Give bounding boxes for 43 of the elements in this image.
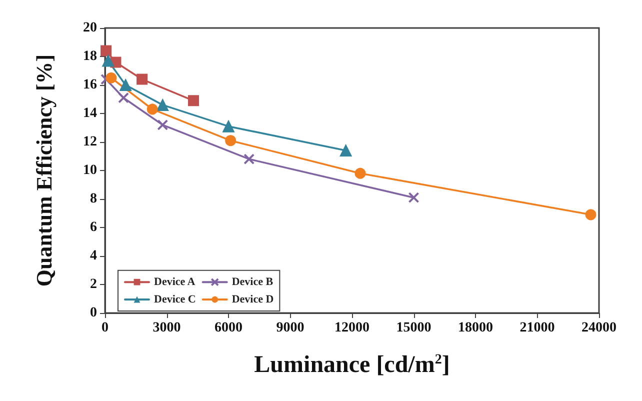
y-tick-label: 0 [90, 306, 97, 320]
x-tick-label: 6000 [214, 320, 242, 336]
point [100, 45, 112, 56]
point [188, 95, 200, 106]
y-tick-label: 4 [90, 248, 97, 264]
x-tick-label: 21000 [520, 320, 555, 336]
point [120, 79, 132, 91]
point [408, 192, 420, 204]
y-tick-label: 8 [90, 192, 97, 206]
legend-label: Device A [154, 276, 196, 288]
legend-label: Device D [232, 294, 274, 306]
point [106, 72, 117, 84]
x-tick-label: 9000 [276, 320, 304, 336]
y-tick-label: 14 [83, 106, 97, 121]
point [340, 144, 352, 157]
point [102, 54, 114, 67]
y-tick-label: 2 [90, 277, 97, 292]
x-tick-label: 12000 [334, 320, 370, 336]
point [156, 98, 169, 111]
legend-label: Device C [154, 294, 196, 306]
point [225, 135, 236, 146]
y-tick-label: 6 [90, 220, 97, 235]
point [222, 120, 234, 132]
legend-label: Device B [232, 276, 274, 288]
x-tick-label: 0 [102, 320, 108, 336]
point [100, 74, 112, 85]
point [157, 119, 168, 130]
y-tick-label: 10 [83, 163, 97, 178]
point [244, 154, 255, 165]
y-tick-label: 20 [83, 20, 97, 36]
point [136, 74, 148, 85]
point [146, 104, 158, 115]
y-tick-label: 18 [83, 49, 97, 64]
point [585, 209, 596, 220]
y-tick-label: 16 [83, 78, 97, 92]
point [354, 168, 366, 179]
point [118, 92, 130, 104]
y-tick-label: 12 [83, 134, 97, 150]
x-tick-label: 18000 [458, 320, 493, 336]
y-axis-title: Quantum Efficiency [%] [32, 54, 56, 287]
x-tick-label: 24000 [582, 320, 616, 336]
x-tick-label: 3000 [152, 320, 181, 336]
x-tick-label: 15000 [396, 320, 432, 336]
